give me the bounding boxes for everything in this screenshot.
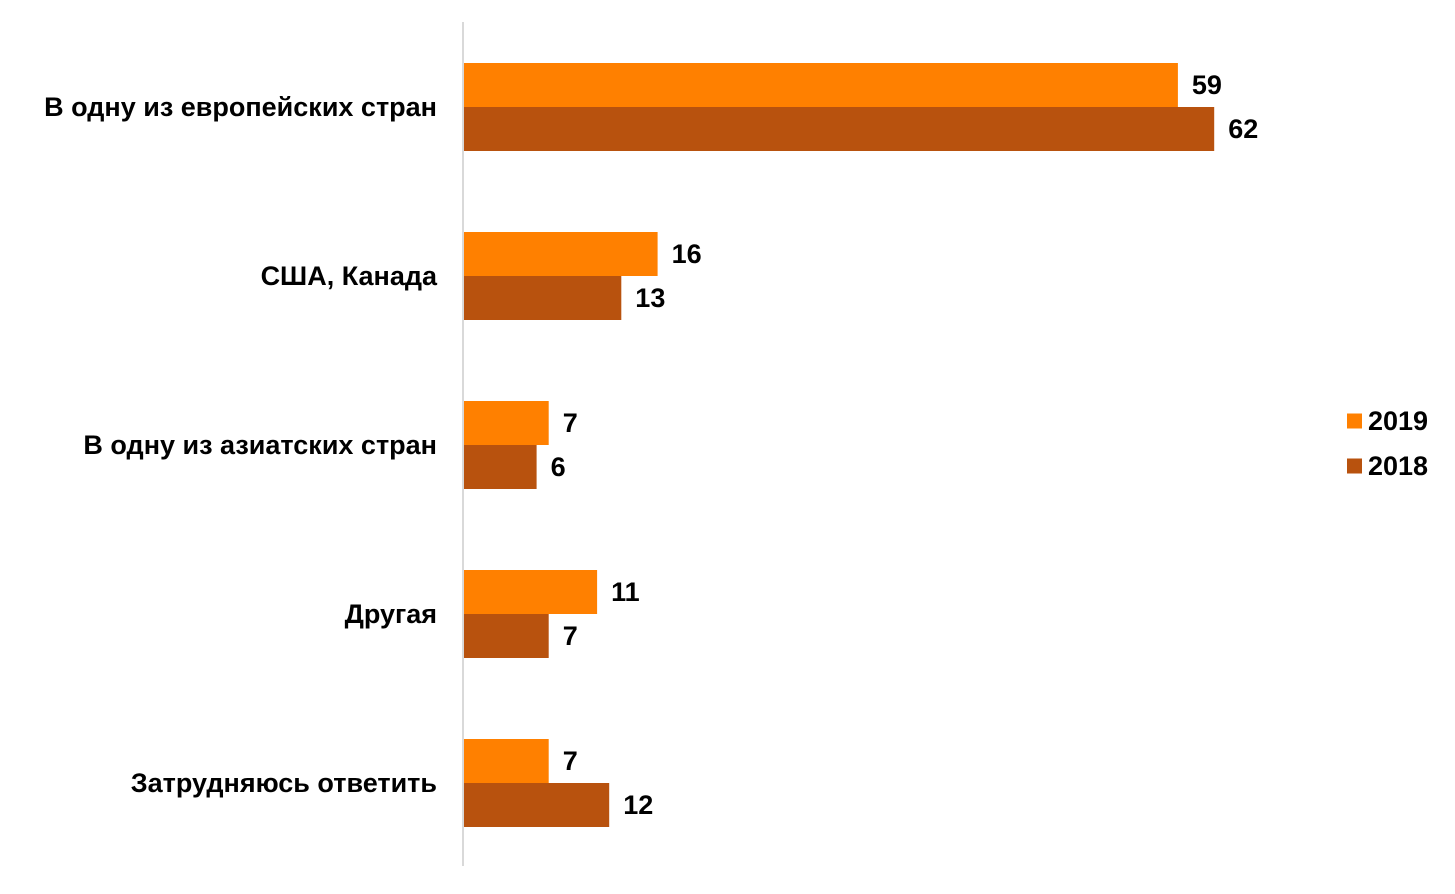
data-label: 16 [672,239,702,269]
bar-2019 [464,570,598,614]
category-label: В одну из азиатских стран [83,430,437,460]
data-label: 7 [563,746,578,776]
bar-2018 [464,276,622,320]
data-label: 62 [1228,114,1258,144]
legend-label: 2018 [1368,451,1428,481]
bar-2018 [464,445,537,489]
bar-2019 [464,401,549,445]
data-label: 59 [1192,70,1222,100]
data-label: 12 [623,790,653,820]
legend-label: 2019 [1368,406,1428,436]
category-label: В одну из европейских стран [44,92,437,122]
legend-swatch [1347,413,1362,429]
legend-swatch [1347,458,1362,474]
data-label: 13 [635,283,665,313]
data-label: 7 [563,408,578,438]
bar-2018 [464,614,549,658]
category-label: США, Канада [261,261,438,291]
bar-2019 [464,63,1178,107]
category-label: Затрудняюсь ответить [131,768,437,798]
data-label: 11 [611,577,640,607]
category-labels-layer: В одну из европейских стран США, Канада В … [44,92,438,798]
legend: 2019 2018 [1347,406,1428,481]
data-label: 7 [563,621,578,651]
category-label: Другая [345,599,437,629]
data-label: 6 [551,452,566,482]
bar-2018 [464,107,1215,151]
bar-2019 [464,739,549,783]
bars-layer [464,63,1215,827]
bar-2019 [464,232,658,276]
bar-2018 [464,783,610,827]
